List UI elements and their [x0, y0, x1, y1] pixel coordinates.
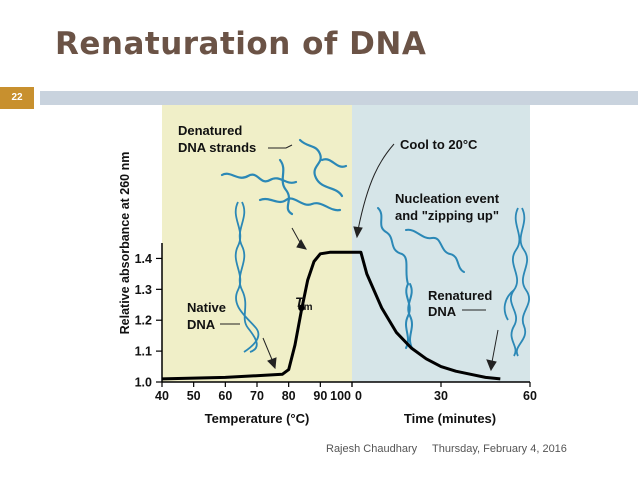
- renaturation-curve: [352, 250, 501, 381]
- annotation-denatured-line1: Denatured: [178, 123, 242, 138]
- native-dna-helix-illustration: [234, 201, 260, 353]
- slide-title: Renaturation of DNA: [55, 26, 427, 62]
- annotation-nucleation-line1: Nucleation event: [395, 191, 500, 206]
- x-axis-label-time: Time (minutes): [404, 411, 496, 426]
- x-tick-label: 80: [282, 389, 296, 403]
- title-rule: [40, 91, 638, 105]
- melting-curve: [161, 250, 352, 381]
- annotation-native-line1: Native: [187, 300, 226, 315]
- footer-date: Thursday, February 4, 2016: [432, 443, 567, 455]
- x-tick-group: 40 50 60 70 80 90 100 0 30 60: [155, 382, 537, 403]
- x-tick-label: 60: [523, 389, 537, 403]
- nucleation-strands-illustration: [377, 207, 465, 349]
- callout-lines: [220, 143, 499, 372]
- annotation-nucleation-line2: and "zipping up": [395, 208, 499, 223]
- x-tick-label: 90: [313, 389, 327, 403]
- y-tick-label: 1.0: [135, 376, 152, 390]
- x-tick-label: 100: [330, 389, 351, 403]
- annotation-native-line2: DNA: [187, 317, 216, 332]
- annotation-renatured-line2: DNA: [428, 304, 457, 319]
- slide-number: 22: [0, 87, 34, 109]
- annotation-tm: Tm: [295, 294, 313, 313]
- annotation-renatured-line1: Renatured: [428, 288, 492, 303]
- renatured-dna-helix-illustration: [503, 207, 530, 357]
- x-tick-label: 50: [187, 389, 201, 403]
- y-tick-label: 1.2: [135, 314, 152, 328]
- y-tick-group: 1.0 1.1 1.2 1.3 1.4: [135, 252, 162, 390]
- annotation-denatured-line2: DNA strands: [178, 140, 256, 155]
- denatured-strands-illustration: [220, 138, 348, 216]
- y-tick-label: 1.1: [135, 345, 152, 359]
- x-tick-label: 40: [155, 389, 169, 403]
- temperature-panel-background: [162, 105, 352, 382]
- renaturation-chart: 1.0 1.1 1.2 1.3 1.4 40 50 60 70 80 90 100 0 30 60 Rel…: [118, 105, 537, 426]
- y-axis-label: Relative absorbance at 260 nm: [118, 152, 132, 335]
- footer-author: Rajesh Chaudhary: [326, 443, 418, 455]
- x-tick-label: 0: [355, 389, 362, 403]
- tm-point: [298, 304, 305, 312]
- x-tick-label: 60: [218, 389, 232, 403]
- x-tick-label: 30: [434, 389, 448, 403]
- y-tick-label: 1.3: [135, 283, 152, 297]
- y-tick-label: 1.4: [135, 252, 152, 266]
- x-tick-label: 70: [250, 389, 264, 403]
- annotation-cool: Cool to 20°C: [400, 137, 478, 152]
- x-axis-label-temperature: Temperature (°C): [205, 411, 310, 426]
